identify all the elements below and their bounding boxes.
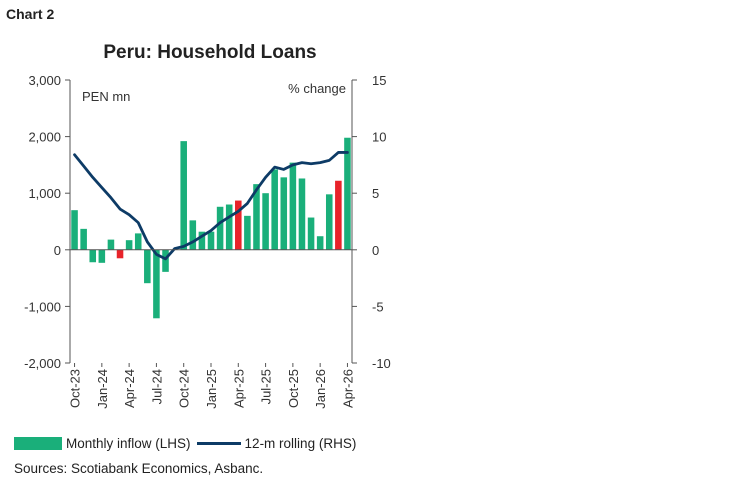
left-tick-label: -2,000 <box>24 356 61 371</box>
legend-line-label: 12-m rolling (RHS) <box>244 436 357 451</box>
bar-feb-24 <box>107 239 115 250</box>
bar-may-24 <box>134 233 142 250</box>
right-tick-label: 10 <box>372 130 386 145</box>
right-tick-label: 15 <box>372 73 386 88</box>
x-tick-label: Jan-24 <box>95 369 110 409</box>
x-tick-label: Oct-23 <box>68 369 83 408</box>
bar-aug-24 <box>162 249 169 272</box>
x-tick-label: Jan-25 <box>204 369 219 409</box>
bar-mar-25 <box>225 204 233 250</box>
legend-line-swatch <box>196 442 241 445</box>
x-tick-label: Jul-24 <box>149 369 164 404</box>
right-axis-unit-label: % change <box>288 81 346 96</box>
bar-mar-24 <box>116 249 124 259</box>
left-tick-label: 2,000 <box>28 130 61 145</box>
bar-apr-26 <box>344 137 351 250</box>
bar-apr-24 <box>125 240 133 250</box>
bar-dec-25 <box>307 217 315 250</box>
x-tick-label: Oct-24 <box>177 369 192 408</box>
bar-dec-23 <box>89 249 97 263</box>
left-tick-label: -1,000 <box>24 299 61 314</box>
bar-oct-24 <box>180 141 187 250</box>
x-tick-label: Oct-25 <box>286 369 301 408</box>
bar-may-25 <box>244 215 251 250</box>
right-tick-label: 0 <box>372 243 379 258</box>
bar-feb-25 <box>216 206 224 250</box>
bar-feb-26 <box>325 194 333 250</box>
x-tick-label: Apr-24 <box>122 369 137 408</box>
bar-nov-25 <box>298 178 306 250</box>
left-tick-label: 0 <box>54 243 61 258</box>
x-tick-label: Apr-25 <box>231 369 246 408</box>
chart-number-label: Chart 2 <box>6 6 55 22</box>
bar-nov-23 <box>80 228 87 250</box>
bar-jul-24 <box>153 249 160 319</box>
legend-bar-label: Monthly inflow (LHS) <box>66 436 191 451</box>
chart-legend: Monthly inflow (LHS) 12-m rolling (RHS) <box>14 436 356 451</box>
bar-oct-23 <box>71 210 78 250</box>
rolling-growth-line <box>73 151 349 261</box>
bar-mar-26 <box>335 180 342 250</box>
x-tick-label: Apr-26 <box>340 369 355 408</box>
bar-jan-26 <box>316 236 324 250</box>
bar-nov-24 <box>189 220 197 250</box>
bar-jan-24 <box>98 249 106 263</box>
bar-dec-24 <box>198 231 206 250</box>
right-tick-label: -5 <box>372 299 384 314</box>
right-tick-label: 5 <box>372 186 379 201</box>
bar-jun-25 <box>253 184 260 250</box>
source-note: Sources: Scotiabank Economics, Asbanc. <box>14 461 264 476</box>
bar-jun-24 <box>144 249 151 284</box>
legend-bar-swatch <box>14 437 62 450</box>
chart-title: Peru: Household Loans <box>103 42 317 63</box>
bar-apr-25 <box>235 200 242 250</box>
right-tick-label: -10 <box>372 356 391 371</box>
left-tick-label: 1,000 <box>28 186 61 201</box>
bar-aug-25 <box>271 169 278 250</box>
x-tick-label: Jan-26 <box>313 369 328 409</box>
bar-oct-25 <box>289 162 297 250</box>
bar-sep-25 <box>280 177 288 250</box>
x-tick-label: Jul-25 <box>259 369 274 404</box>
left-axis-unit-label: PEN mn <box>82 89 130 104</box>
bar-jul-25 <box>262 193 269 250</box>
bar-jan-25 <box>207 231 215 250</box>
left-tick-label: 3,000 <box>28 73 61 88</box>
